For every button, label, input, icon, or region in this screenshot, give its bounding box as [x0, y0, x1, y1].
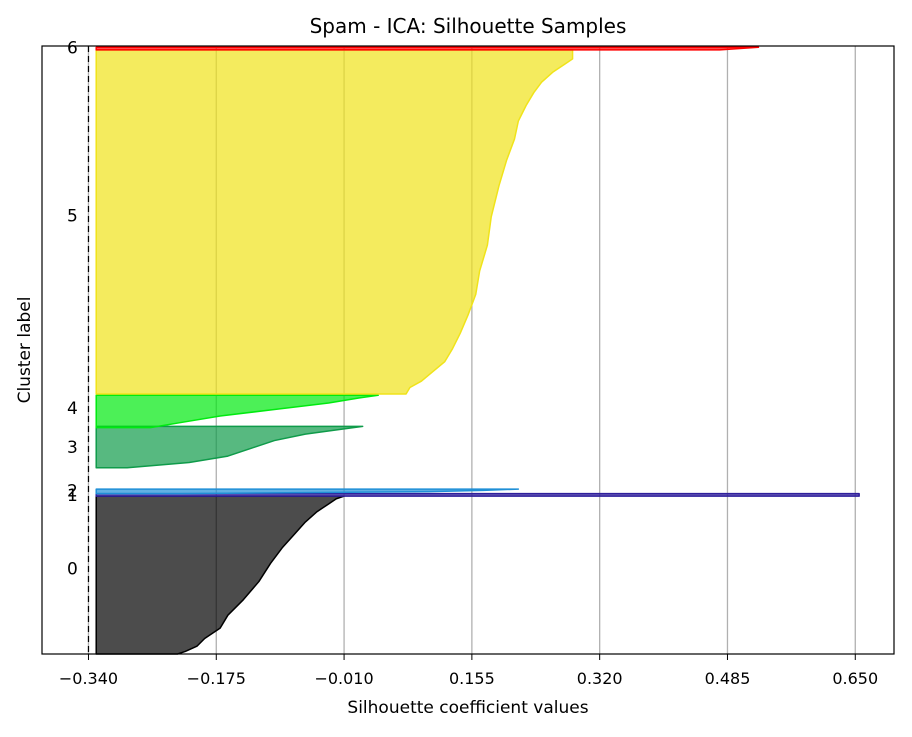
cluster-labels: 0 12 3 4 5 6	[67, 38, 78, 579]
cluster-label-5: 5	[67, 206, 78, 226]
cluster-label-2: 2	[67, 482, 78, 502]
x-tick-label: 0.485	[705, 669, 751, 688]
x-axis-label: Silhouette coefficient values	[347, 698, 588, 718]
x-tick-label: 0.320	[577, 669, 623, 688]
cluster-label-1: 1	[67, 486, 78, 506]
silhouette-cluster-5	[95, 49, 574, 395]
silhouette-cluster-2	[95, 488, 520, 495]
cluster-label-0: 0	[67, 560, 78, 580]
silhouette-cluster-3	[95, 425, 364, 469]
x-tick-label: −0.340	[59, 669, 118, 688]
cluster-label-6: 6	[67, 38, 78, 58]
silhouette-cluster-4	[95, 394, 379, 429]
chart-title: Spam - ICA: Silhouette Samples	[310, 14, 627, 38]
silhouette-layer	[95, 46, 860, 655]
cluster-label-3: 3	[67, 438, 78, 458]
cluster-label-4: 4	[67, 399, 78, 419]
x-axis-ticks: −0.340 −0.175 −0.010 0.155 0.320 0.485 0.650	[59, 654, 878, 688]
y-axis-label: Cluster label	[15, 297, 35, 404]
silhouette-cluster-6	[95, 46, 760, 51]
x-tick-label: 0.155	[449, 669, 495, 688]
x-tick-label: 0.650	[832, 669, 878, 688]
x-tick-label: −0.175	[187, 669, 246, 688]
x-tick-label: −0.010	[314, 669, 373, 688]
silhouette-cluster-0	[95, 495, 345, 655]
plot-frame	[41, 45, 895, 655]
silhouette-cluster-1	[95, 492, 860, 497]
